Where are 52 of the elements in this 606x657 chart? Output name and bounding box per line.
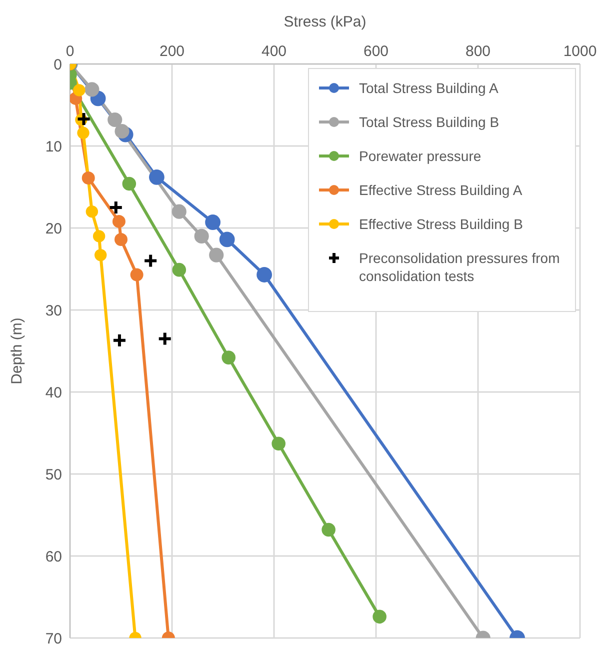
point <box>322 522 336 537</box>
point <box>194 228 209 244</box>
point <box>108 200 124 215</box>
point <box>272 436 286 451</box>
point <box>76 111 92 126</box>
point <box>84 82 100 97</box>
x-axis-title: Stress (kPa) <box>284 14 366 31</box>
point <box>114 232 128 246</box>
point <box>112 214 126 228</box>
point <box>130 268 144 282</box>
point <box>219 232 235 248</box>
point <box>209 248 224 262</box>
x-tick-label: 0 <box>66 43 74 60</box>
point <box>157 331 172 346</box>
legend-label: Effective Stress Building A <box>359 181 522 199</box>
y-tick-label: 50 <box>45 466 62 484</box>
point <box>112 332 127 348</box>
x-tick-label: 400 <box>261 43 287 60</box>
point <box>372 610 386 624</box>
y-tick-label: 60 <box>45 548 62 566</box>
point <box>149 169 164 185</box>
y-tick-label: 40 <box>45 384 62 402</box>
point <box>122 176 136 191</box>
x-tick-label: 600 <box>363 43 389 60</box>
legend-label: Total Stress Building B <box>359 113 500 131</box>
point <box>92 230 106 242</box>
y-tick-label: 30 <box>45 302 62 320</box>
point <box>94 248 107 262</box>
point <box>82 171 95 184</box>
point <box>77 126 90 139</box>
legend-label: Effective Stress Building B <box>359 215 523 233</box>
y-tick-label: 70 <box>45 630 62 648</box>
y-tick-label: 0 <box>54 56 62 74</box>
legend-label: Total Stress Building A <box>359 79 498 97</box>
point <box>73 84 86 96</box>
point <box>205 214 220 230</box>
legend-label: Porewater pressure <box>359 147 482 165</box>
y-tick-label: 10 <box>45 138 62 156</box>
point <box>256 267 272 282</box>
legend-label: Preconsolidation pressures from consolidation tests <box>359 249 561 285</box>
point <box>222 350 236 364</box>
x-tick-label: 1000 <box>563 43 597 60</box>
y-tick-label: 20 <box>45 220 62 238</box>
y-axis-title: Depth (m) <box>8 318 26 384</box>
x-tick-label: 200 <box>159 43 185 60</box>
point <box>114 124 130 139</box>
point <box>108 112 122 128</box>
point <box>143 253 158 268</box>
point <box>172 262 186 277</box>
x-tick-label: 800 <box>465 43 491 60</box>
point <box>172 204 186 219</box>
point <box>86 206 98 218</box>
